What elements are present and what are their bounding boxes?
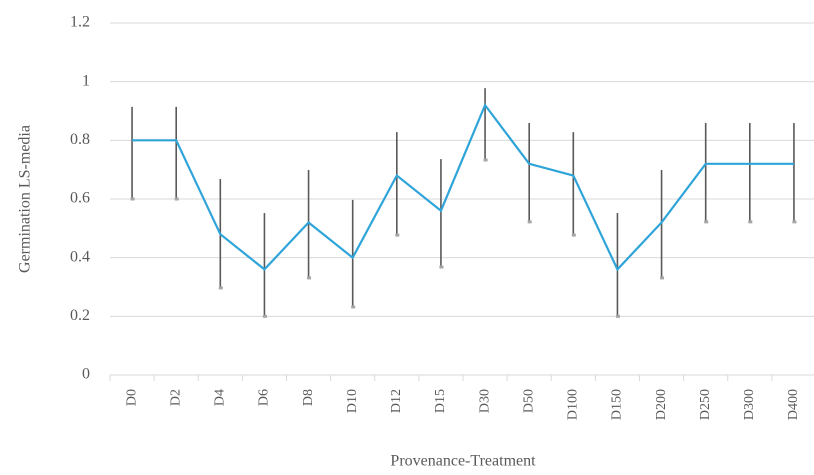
x-tick-label: D6	[257, 389, 272, 406]
x-tick-label: D100	[566, 389, 581, 420]
x-tick-label: D0	[124, 389, 139, 406]
y-tick-label: 0.6	[70, 190, 90, 207]
x-tick-label: D300	[742, 389, 757, 420]
x-tick-label: D2	[168, 389, 183, 406]
error-cap	[483, 158, 488, 162]
y-tick-label: 1	[82, 72, 90, 89]
y-tick-label: 0.8	[70, 131, 90, 148]
error-cap	[395, 233, 400, 237]
error-cap	[571, 233, 576, 237]
x-tick-label: D200	[654, 389, 669, 420]
error-cap	[351, 305, 356, 309]
x-tick-label: D50	[521, 389, 536, 413]
series-line	[132, 102, 794, 272]
x-tick-label: D250	[698, 389, 713, 420]
x-axis-title: Provenance-Treatment	[390, 453, 536, 470]
x-tick-label: D4	[213, 389, 228, 406]
error-cap	[307, 276, 312, 280]
y-tick-label: 0	[82, 366, 90, 383]
y-tick-label: 0.2	[70, 307, 90, 324]
error-cap	[615, 314, 620, 318]
y-axis-title: Germination LS-media	[17, 125, 34, 273]
error-cap	[527, 220, 532, 224]
error-cap	[262, 314, 267, 318]
y-tick-label: 1.2	[70, 14, 90, 31]
error-cap	[174, 197, 179, 201]
error-cap	[218, 286, 223, 290]
x-tick-label: D400	[786, 389, 801, 420]
error-cap	[792, 220, 797, 224]
error-cap	[660, 276, 665, 280]
error-cap	[439, 265, 444, 269]
error-cap	[704, 220, 709, 224]
x-tick-label: D10	[345, 389, 360, 413]
x-tick-label: D8	[301, 389, 316, 406]
x-tick-label: D12	[389, 389, 404, 413]
error-cap	[130, 197, 135, 201]
x-tick-label: D15	[433, 389, 448, 413]
x-tick-label: D150	[610, 389, 625, 420]
error-cap	[748, 220, 753, 224]
y-tick-label: 0.4	[70, 248, 90, 265]
x-tick-label: D30	[477, 389, 492, 413]
